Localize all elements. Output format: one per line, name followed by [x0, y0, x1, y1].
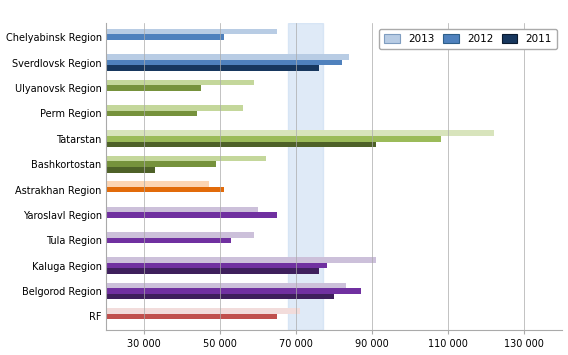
Bar [30, 187, 224, 192]
Bar [30, 283, 345, 288]
Bar [30, 268, 319, 274]
Bar [30, 85, 201, 91]
Bar [289, 23, 323, 331]
Bar [30, 162, 216, 167]
Bar [30, 34, 224, 40]
Bar [30, 167, 155, 173]
Bar [30, 237, 231, 243]
Bar [30, 257, 376, 263]
Bar [30, 80, 254, 85]
Bar [30, 294, 334, 300]
Bar [30, 60, 342, 65]
Bar [30, 54, 349, 60]
Bar [30, 314, 277, 319]
Legend: 2013, 2012, 2011: 2013, 2012, 2011 [379, 28, 557, 49]
Bar [30, 105, 243, 111]
Bar [30, 136, 441, 142]
Bar [30, 232, 254, 237]
Bar [30, 156, 266, 162]
Bar [30, 29, 277, 34]
Bar [30, 111, 197, 116]
Bar [30, 181, 208, 187]
Bar [30, 130, 494, 136]
Bar [30, 142, 376, 147]
Bar [30, 263, 327, 268]
Bar [30, 65, 319, 71]
Bar [30, 288, 361, 294]
Bar [30, 207, 258, 212]
Bar [30, 308, 300, 314]
Bar [30, 212, 277, 218]
